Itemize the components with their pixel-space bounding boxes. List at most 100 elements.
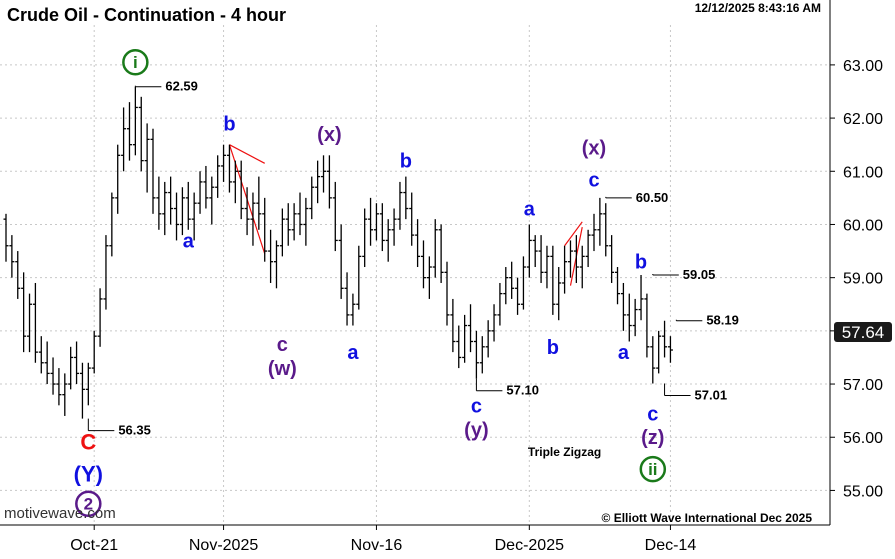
wave-label-text: c	[277, 334, 288, 356]
callout-value: 57.10	[506, 383, 539, 398]
ohlc-bar	[356, 245, 362, 310]
ohlc-bar	[150, 128, 156, 214]
wave-label: (w)	[268, 358, 297, 380]
wave-label-text: b	[547, 337, 559, 359]
ohlc-bar	[591, 213, 597, 252]
ohlc-bar	[562, 245, 568, 294]
red-trendline	[564, 221, 583, 247]
callout-value: 62.59	[165, 79, 198, 94]
ohlc-bar	[462, 314, 468, 363]
ohlc-bar	[420, 240, 426, 289]
wave-label-text: a	[347, 342, 359, 364]
wave-label: (x)	[582, 137, 606, 159]
ohlc-bar	[432, 219, 438, 278]
ohlc-bar	[162, 181, 168, 236]
ohlc-bar	[379, 203, 385, 252]
ohlc-bar	[656, 330, 662, 374]
price-callout: 59.05	[652, 267, 715, 282]
wave-label-text: (w)	[268, 358, 297, 380]
y-tick-label: 62.00	[843, 111, 883, 128]
ohlc-bar	[603, 203, 609, 257]
copyright: © Elliott Wave International Dec 2025	[602, 511, 813, 525]
ohlc-bar	[273, 240, 279, 289]
x-tick-label: Nov-2025	[189, 537, 258, 554]
ohlc-bar	[68, 346, 74, 390]
wave-label-text: 2	[84, 495, 93, 514]
ohlc-bar	[609, 235, 615, 283]
price-callout: 58.19	[675, 313, 739, 328]
ohlc-bar	[538, 235, 544, 283]
ohlc-bar	[632, 298, 638, 337]
ohlc-bar	[21, 272, 27, 353]
ohlc-bar	[138, 96, 144, 172]
ohlc-bar	[626, 293, 632, 342]
ohlc-bar	[291, 203, 297, 241]
wave-label: a	[618, 342, 630, 364]
wave-label: b	[547, 337, 559, 359]
ohlc-bar	[362, 208, 368, 268]
ohlc-bar	[32, 282, 38, 363]
price-callout: 57.10	[475, 378, 539, 398]
ohlc-bar	[520, 256, 526, 310]
ohlc-bar	[385, 219, 391, 262]
ohlc-bar	[115, 144, 121, 214]
ohlc-bar	[121, 107, 127, 172]
wave-label: C	[80, 430, 96, 455]
x-tick-label: Dec-2025	[495, 537, 564, 554]
wave-label-text: c	[647, 403, 658, 425]
ohlc-bar	[203, 165, 209, 209]
ohlc-bar	[256, 176, 262, 230]
callout-value: 60.50	[636, 190, 669, 205]
ohlc-bar	[444, 261, 450, 326]
callout-value: 56.35	[118, 423, 151, 438]
ohlc-bar	[332, 181, 338, 252]
ohlc-bar	[309, 176, 315, 220]
wave-label-circle	[122, 48, 149, 76]
ohlc-bar	[126, 102, 132, 161]
y-tick-label: 60.00	[843, 217, 883, 234]
triple-zigzag-annotation: Triple Zigzag	[528, 445, 601, 459]
ohlc-bar	[497, 282, 503, 326]
wave-label: c	[277, 334, 288, 356]
ohlc-bar	[579, 245, 585, 289]
ohlc-bar	[503, 267, 509, 305]
wave-label-text: c	[588, 169, 599, 191]
ohlc-bar	[215, 155, 221, 198]
ohlc-bar	[103, 235, 109, 310]
ohlc-bar	[279, 208, 285, 257]
ohlc-bar	[85, 362, 91, 406]
y-tick-label: 57.00	[843, 377, 883, 394]
ohlc-bar	[567, 240, 573, 278]
ohlc-bar	[368, 197, 374, 246]
ohlc-bar	[174, 192, 180, 241]
y-tick-label: 59.00	[843, 271, 883, 288]
ohlc-bar	[191, 192, 197, 241]
ohlc-bar	[638, 275, 644, 321]
ohlc-bar	[338, 224, 344, 299]
last-price-value: 57.64	[842, 323, 885, 342]
y-tick-label: 61.00	[843, 164, 883, 181]
ohlc-bar	[50, 357, 56, 395]
ohlc-bar	[397, 181, 403, 230]
ohlc-bar	[297, 192, 303, 236]
ohlc-bar	[473, 330, 479, 379]
ohlc-bar	[373, 203, 379, 241]
callout-value: 58.19	[706, 313, 739, 328]
ohlc-bar	[650, 336, 656, 384]
ohlc-bar	[515, 277, 521, 315]
ohlc-bar	[573, 235, 579, 283]
ohlc-bar	[544, 245, 550, 289]
ohlc-bar	[74, 341, 80, 385]
wave-label: b	[400, 151, 412, 173]
ohlc-bar	[615, 267, 621, 305]
wave-label: b	[223, 113, 235, 135]
ohlc-bar	[415, 219, 421, 268]
y-tick-label: 55.00	[843, 483, 883, 500]
ohlc-bar	[620, 282, 626, 331]
wave-label: ii	[639, 455, 667, 483]
wave-label: 2	[75, 490, 102, 517]
wave-label-text: C	[80, 430, 96, 455]
last-price-box	[834, 322, 892, 342]
ohlc-bar	[426, 256, 432, 299]
ohlc-bar	[3, 213, 9, 262]
